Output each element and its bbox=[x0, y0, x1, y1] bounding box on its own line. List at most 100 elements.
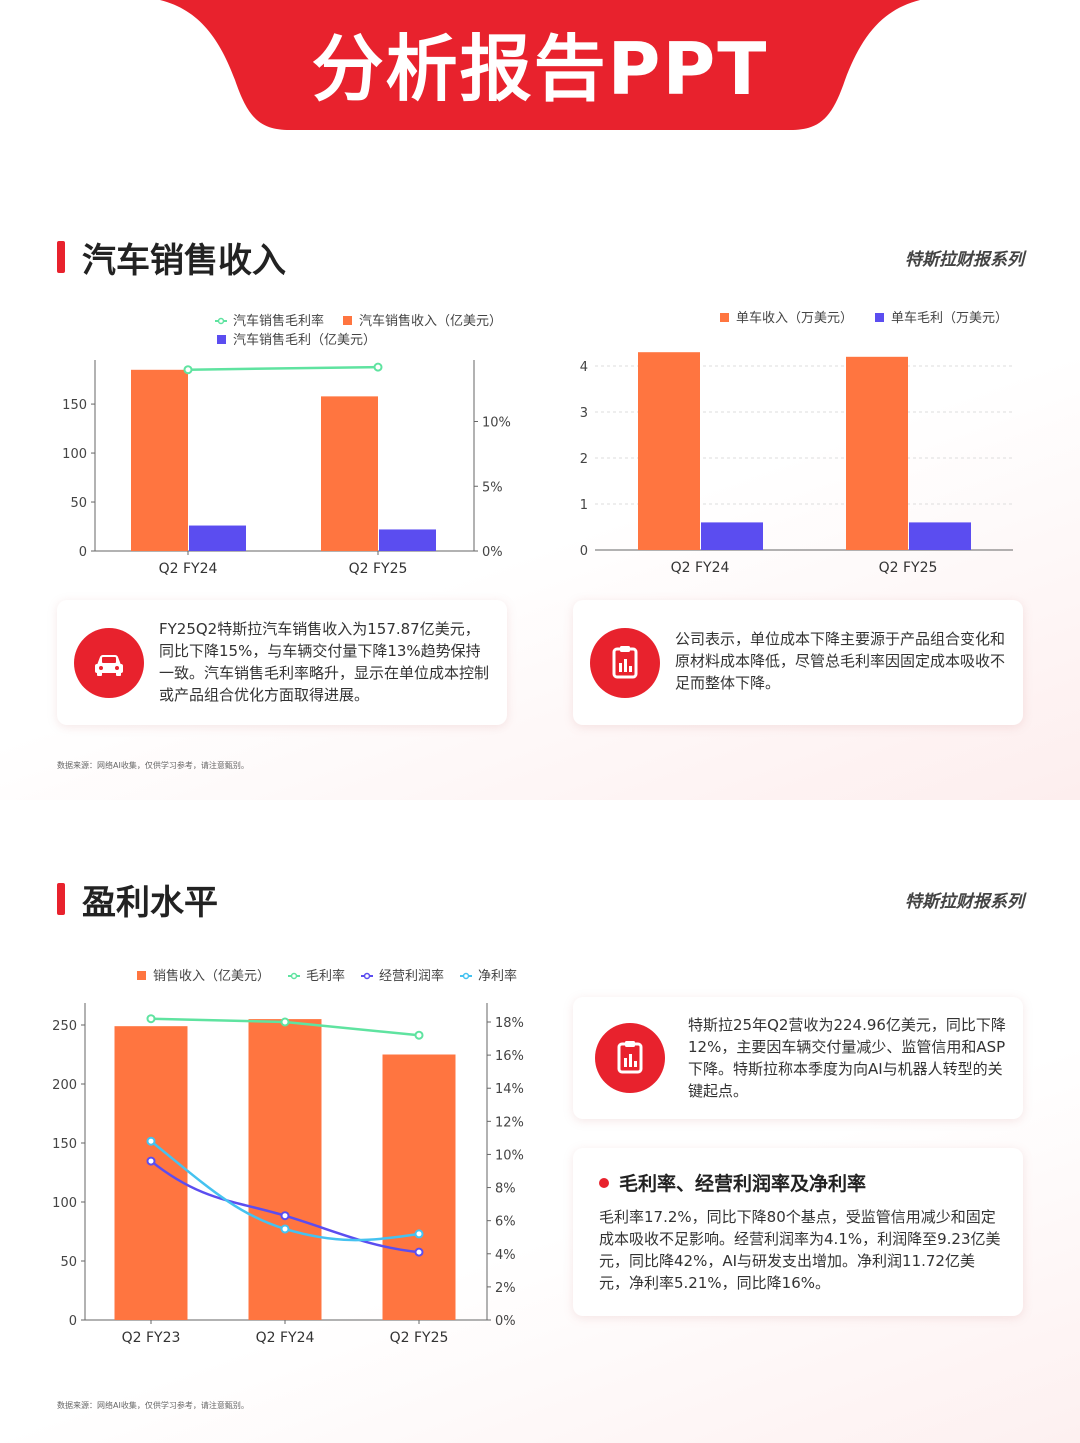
legend-swatch bbox=[343, 316, 352, 325]
bar-unit-revenue bbox=[638, 352, 700, 550]
x-tick-label: Q2 FY25 bbox=[879, 560, 938, 576]
x-tick-label: Q2 FY23 bbox=[122, 1330, 181, 1346]
point-gross-margin bbox=[146, 1014, 156, 1024]
insight-text: FY25Q2特斯拉汽车销售收入为157.87亿美元，同比下降15%，与车辆交付量… bbox=[159, 620, 490, 704]
y-tick-label: 200 bbox=[52, 1078, 77, 1093]
y2-tick-label: 14% bbox=[495, 1082, 524, 1097]
section-title: 盈利水平 bbox=[82, 883, 218, 923]
report-icon bbox=[590, 628, 660, 698]
y-tick-label: 50 bbox=[60, 1255, 77, 1270]
insight-text: 毛利率17.2%，同比下降80个基点，受监管信用减少和固定成本吸收不足影响。经营… bbox=[599, 1208, 1001, 1292]
footnote: 数据来源：网络AI收集，仅供学习参考，请注意甄别。 bbox=[57, 1401, 249, 1410]
y2-tick-label: 2% bbox=[495, 1281, 516, 1296]
y2-tick-label: 12% bbox=[495, 1115, 524, 1130]
series-tag: 特斯拉财报系列 bbox=[905, 250, 1024, 270]
bar-revenue bbox=[248, 1019, 322, 1320]
x-tick-label: Q2 FY25 bbox=[349, 561, 408, 577]
point-operating-margin bbox=[146, 1156, 156, 1166]
banner-title: 分析报告PPT bbox=[311, 27, 769, 111]
y2-tick-label: 4% bbox=[495, 1248, 516, 1263]
chart-profitability: 销售收入（亿美元） 毛利率 经营利润率 净利率 0 50 100 150 200 250 0% 2% 4… bbox=[52, 968, 524, 1346]
legend-swatch bbox=[137, 971, 146, 980]
insight-card-right: 公司表示，单位成本下降主要源于产品组合变化和原材料成本降低，尽管总毛利率因固定成… bbox=[573, 600, 1023, 725]
insight-text: 特斯拉25年Q2营收为224.96亿美元，同比下降12%，主要因车辆交付量减少、… bbox=[688, 1016, 1006, 1100]
y2-tick-label: 0% bbox=[482, 545, 503, 560]
legend-swatch bbox=[217, 335, 226, 344]
y2-tick-label: 8% bbox=[495, 1182, 516, 1197]
y-tick-label: 4 bbox=[580, 360, 588, 375]
point-net-margin bbox=[146, 1136, 156, 1146]
banner-shape bbox=[160, 0, 920, 130]
legend-label: 销售收入（亿美元） bbox=[153, 968, 270, 984]
legend-swatch bbox=[720, 313, 729, 322]
bar-gross-profit bbox=[379, 529, 436, 551]
insight-card-top: 特斯拉25年Q2营收为224.96亿美元，同比下降12%，主要因车辆交付量减少、… bbox=[573, 997, 1023, 1119]
x-tick-label: Q2 FY24 bbox=[256, 1330, 315, 1346]
point-operating-margin bbox=[414, 1247, 424, 1257]
legend-label: 汽车销售毛利（亿美元） bbox=[233, 332, 376, 348]
point-gross-margin bbox=[414, 1030, 424, 1040]
y-tick-label: 100 bbox=[62, 447, 87, 462]
insight-card-left: FY25Q2特斯拉汽车销售收入为157.87亿美元，同比下降15%，与车辆交付量… bbox=[57, 600, 507, 725]
legend-swatch bbox=[290, 972, 298, 980]
y2-tick-label: 6% bbox=[495, 1215, 516, 1230]
bar-revenue bbox=[114, 1026, 188, 1320]
car-icon bbox=[74, 628, 144, 698]
legend-label: 单车毛利（万美元） bbox=[891, 310, 1008, 326]
bar-unit-profit bbox=[701, 522, 763, 550]
y-tick-label: 0 bbox=[79, 545, 87, 560]
legend-label: 经营利润率 bbox=[379, 968, 444, 984]
legend-swatch bbox=[875, 313, 884, 322]
legend-swatch bbox=[217, 317, 225, 325]
series-tag: 特斯拉财报系列 bbox=[905, 892, 1024, 912]
bar-revenue bbox=[382, 1054, 456, 1320]
point-net-margin bbox=[414, 1229, 424, 1239]
y-tick-label: 0 bbox=[69, 1314, 77, 1329]
legend-label: 毛利率 bbox=[306, 968, 345, 984]
y-tick-label: 100 bbox=[52, 1196, 77, 1211]
point-net-margin bbox=[280, 1224, 290, 1234]
legend-swatch bbox=[363, 972, 371, 980]
y-tick-label: 250 bbox=[52, 1019, 77, 1034]
y-tick-label: 50 bbox=[70, 496, 87, 511]
bar-gross-profit bbox=[189, 525, 246, 551]
legend-label: 单车收入（万美元） bbox=[736, 310, 853, 326]
point-operating-margin bbox=[280, 1211, 290, 1221]
y2-tick-label: 10% bbox=[495, 1148, 524, 1163]
bullet-dot bbox=[599, 1178, 609, 1188]
legend-label: 汽车销售毛利率 bbox=[233, 313, 324, 329]
section-title: 汽车销售收入 bbox=[82, 241, 286, 281]
point-gross-margin bbox=[183, 365, 193, 375]
y2-tick-label: 18% bbox=[495, 1016, 524, 1031]
section-marker bbox=[57, 883, 65, 915]
section-profitability: 盈利水平 特斯拉财报系列 销售收入（亿美元） 毛利率 经营利润率 净利率 0 50 100 1… bbox=[0, 835, 1080, 1443]
y-tick-label: 150 bbox=[62, 398, 87, 413]
chart-per-vehicle: 单车收入（万美元） 单车毛利（万美元） 0 1 2 3 4 Q2 FY24 Q2 FY25 bbox=[580, 310, 1013, 576]
legend-label: 汽车销售收入（亿美元） bbox=[359, 313, 502, 329]
y2-tick-label: 0% bbox=[495, 1314, 516, 1329]
chart-vehicle-sales: 汽车销售毛利率 汽车销售收入（亿美元） 汽车销售毛利（亿美元） 0 50 100 150 0%… bbox=[62, 313, 511, 577]
y2-tick-label: 10% bbox=[482, 416, 511, 431]
section-vehicle-sales: 汽车销售收入 特斯拉财报系列 汽车销售毛利率 汽车销售收入（亿美元） 汽车销售毛利（… bbox=[0, 195, 1080, 800]
x-tick-label: Q2 FY25 bbox=[390, 1330, 449, 1346]
insight-card-bottom: 毛利率、经营利润率及净利率 毛利率17.2%，同比下降80个基点，受监管信用减少… bbox=[573, 1148, 1023, 1316]
point-gross-margin bbox=[373, 362, 383, 372]
x-tick-label: Q2 FY24 bbox=[671, 560, 730, 576]
y2-tick-label: 5% bbox=[482, 480, 503, 495]
bar-revenue bbox=[321, 396, 378, 551]
bar-unit-profit bbox=[909, 522, 971, 550]
report-icon bbox=[595, 1023, 665, 1093]
legend-label: 净利率 bbox=[478, 968, 517, 984]
banner bbox=[160, 0, 920, 130]
y-tick-label: 3 bbox=[580, 406, 588, 421]
section-marker bbox=[57, 241, 65, 273]
y2-tick-label: 16% bbox=[495, 1049, 524, 1064]
bar-unit-revenue bbox=[846, 356, 908, 550]
line-gross-margin bbox=[187, 365, 379, 371]
sub-title: 毛利率、经营利润率及净利率 bbox=[619, 1173, 867, 1195]
legend-swatch bbox=[462, 972, 470, 980]
insight-text: 公司表示，单位成本下降主要源于产品组合变化和原材料成本降低，尽管总毛利率因固定成… bbox=[675, 630, 1006, 692]
footnote: 数据来源：网络AI收集，仅供学习参考，请注意甄别。 bbox=[57, 761, 249, 770]
y-tick-label: 1 bbox=[580, 498, 588, 513]
point-gross-margin bbox=[280, 1017, 290, 1027]
